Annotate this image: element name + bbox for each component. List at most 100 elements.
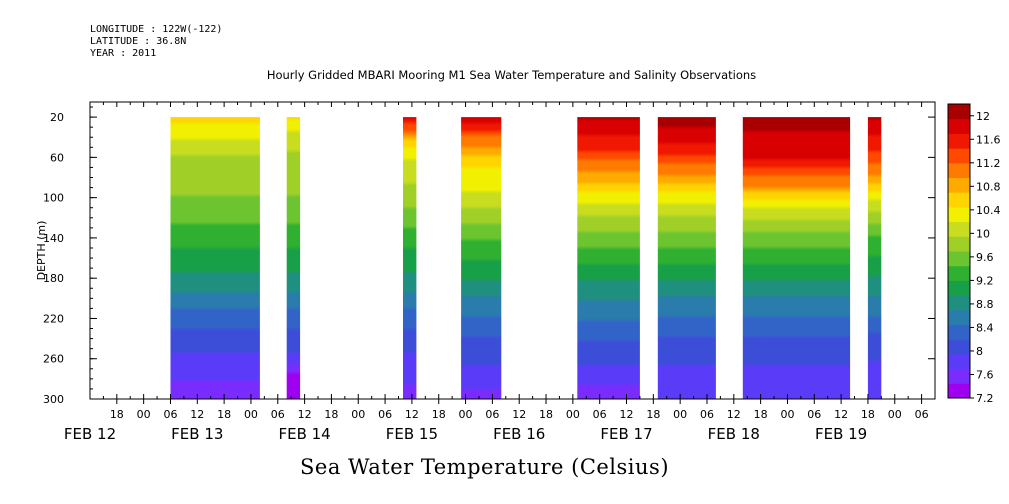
year-label: YEAR : 2011 [90,48,157,59]
x-hour-label: 00 [244,408,258,421]
x-hour-label: 12 [190,408,204,421]
colorbar-swatch [948,295,970,311]
x-date-label: FEB 17 [600,425,652,443]
x-hour-label: 00 [780,408,794,421]
colorbar-label: 7.2 [976,392,994,405]
colorbar-label: 9.2 [976,274,994,287]
x-hour-label: 18 [324,408,338,421]
colorbar-label: 11.2 [976,157,1001,170]
x-hour-label: 18 [646,408,660,421]
x-date-label: FEB 16 [493,425,545,443]
data-segment [867,117,882,399]
colorbar: 7.2 7.6 8 8.4 8.8 9.2 9.6 10 10.4 10.8 11.2 11.6 12 [947,103,1001,405]
colorbar-swatch [948,206,970,223]
x-hour-label: 06 [378,408,392,421]
colorbar-label: 10.8 [976,180,1001,193]
metadata-block: LONGITUDE : 122W(-122) LATITUDE : 36.8N … [90,24,222,60]
data-segment [657,117,716,399]
x-hour-label: 00 [459,408,473,421]
x-date-label: FEB 14 [278,425,330,443]
x-hour-label: 06 [271,408,285,421]
y-tick-label: 60 [50,151,64,164]
colorbar-swatch [948,148,970,164]
colorbar-border [947,103,971,399]
colorbar-swatch [948,251,970,267]
latitude-label: LATITUDE : 36.8N [90,36,187,47]
x-hour-label: 06 [593,408,607,421]
x-hour-label: 06 [915,408,929,421]
colorbar-label: 10 [976,227,990,240]
x-date-label: FEB 13 [171,425,223,443]
x-hour-label: 06 [807,408,821,421]
colorbar-swatch [948,236,970,252]
data-segment [742,117,851,399]
y-tick-label: 300 [43,393,64,406]
x-hour-label: 18 [861,408,875,421]
x-hour-label: 12 [727,408,741,421]
data-segments [170,117,882,399]
colorbar-swatch [948,192,970,208]
longitude-label: LONGITUDE : 122W(-122) [90,24,223,35]
x-hour-label: 06 [485,408,499,421]
x-date-label: FEB 19 [815,425,867,443]
data-segment [461,117,502,399]
x-hour-label: 18 [754,408,768,421]
colorbar-swatch [948,104,970,120]
colorbar-label: 12 [976,110,990,123]
colorbar-swatch [948,265,970,281]
colorbar-label: 10.4 [976,204,1001,217]
plot-frame [89,101,936,400]
colorbar-swatch [948,280,970,296]
y-tick-label: 260 [43,353,64,366]
y-tick-label: 100 [43,192,64,205]
colorbar-label: 11.6 [976,133,1001,146]
x-hour-label: 18 [539,408,553,421]
y-axis-label: DEPTH (m) [35,221,48,281]
x-hour-label: 06 [700,408,714,421]
x-hour-label: 00 [888,408,902,421]
y-axis: 20 60 100 140 180 220 260 300 DEPTH (m) [35,106,935,406]
chart-title: Hourly Gridded MBARI Mooring M1 Sea Wate… [266,68,757,82]
x-hour-label: 00 [673,408,687,421]
x-date-label: FEB 12 [64,425,116,443]
x-hour-label: 00 [137,408,151,421]
chart-caption: Sea Water Temperature (Celsius) [300,455,670,479]
x-date-label: FEB 18 [708,425,760,443]
y-tick-label: 140 [43,232,64,245]
colorbar-label: 8.4 [976,321,994,334]
colorbar-swatch [948,221,970,237]
colorbar-swatch [948,324,970,340]
colorbar-swatch [948,162,970,178]
colorbar-label: 9.6 [976,251,994,264]
x-hour-label: 18 [432,408,446,421]
x-hour-label: 00 [566,408,580,421]
x-hour-label: 00 [351,408,365,421]
colorbar-swatch [948,353,970,370]
x-hour-label: 06 [163,408,177,421]
colorbar-swatch [948,133,970,149]
colorbar-label: 7.6 [976,368,994,381]
x-hour-label: 12 [512,408,526,421]
data-segment [403,117,417,399]
x-hour-label: 12 [834,408,848,421]
colorbar-swatch [948,383,970,399]
x-hour-label: 18 [110,408,124,421]
x-hour-label: 12 [620,408,634,421]
colorbar-swatch [948,309,970,325]
y-tick-label: 180 [43,272,64,285]
colorbar-label: 8 [976,345,983,358]
colorbar-swatch [948,339,970,355]
x-axis: 18 00 06 12 18 00 06 12 18 00 06 12 18 00 06 12 18 00 06 12… [64,399,929,443]
y-tick-label: 220 [43,312,64,325]
x-date-label: FEB 15 [386,425,438,443]
colorbar-swatch [948,368,970,384]
x-hour-label: 12 [405,408,419,421]
x-hour-label: 18 [217,408,231,421]
data-segment [286,117,301,399]
data-segment [170,117,260,399]
x-hour-label: 12 [298,408,312,421]
plot-border [89,101,936,400]
y-tick-label: 20 [50,111,64,124]
colorbar-swatch [948,177,970,193]
